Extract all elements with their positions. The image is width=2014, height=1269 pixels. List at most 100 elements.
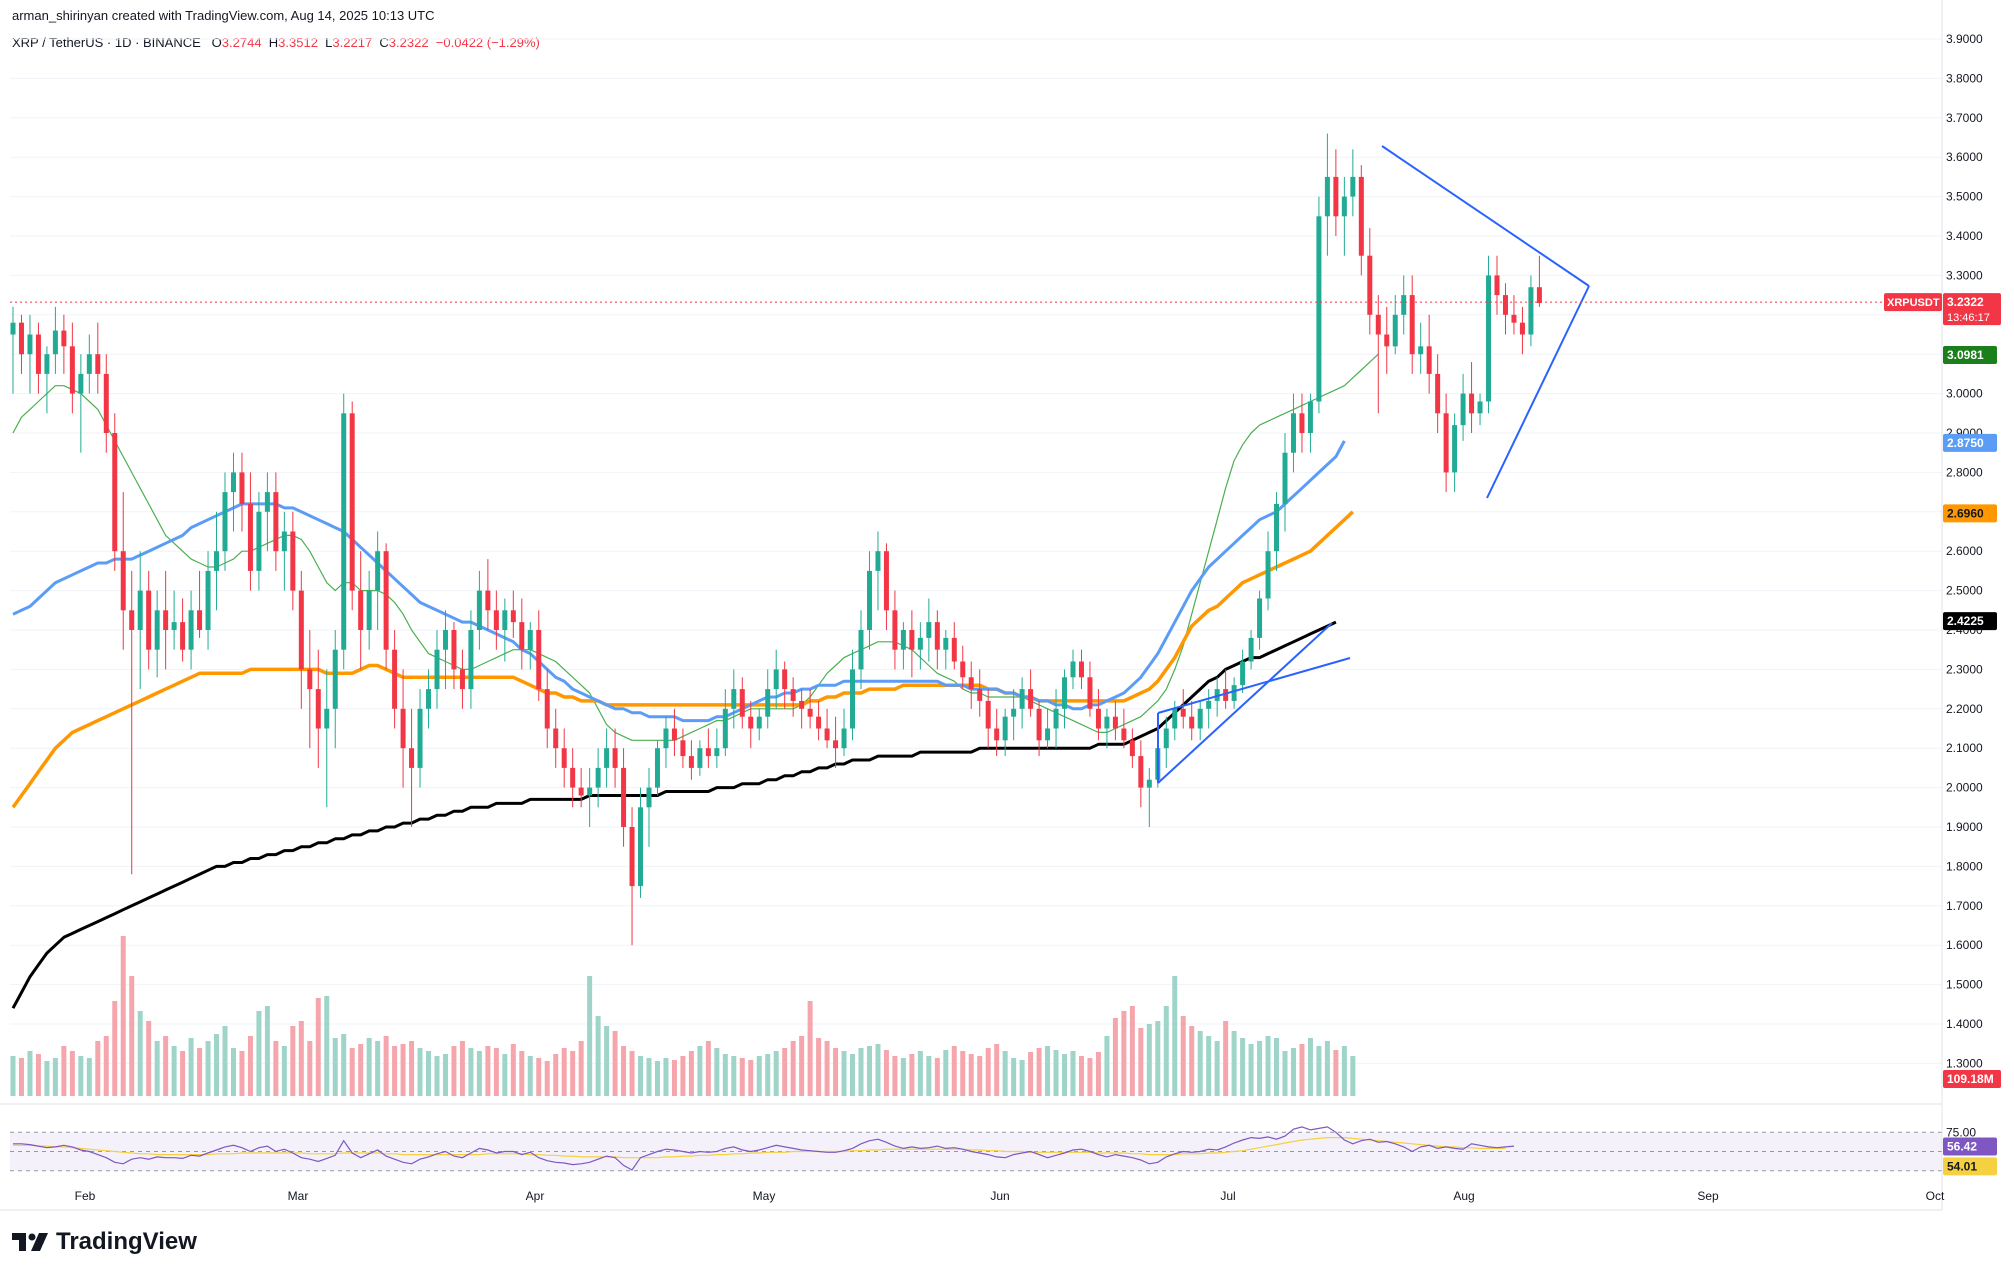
price-tick-label: 2.1000: [1946, 741, 1983, 755]
candle-body: [553, 728, 559, 749]
time-tick-label: Oct: [1926, 1189, 1945, 1203]
volume-bar: [833, 1048, 839, 1096]
time-tick-label: Aug: [1453, 1189, 1474, 1203]
rsi-ma-line: [13, 1137, 1506, 1159]
volume-bar: [1206, 1036, 1212, 1096]
price-tick-label: 3.5000: [1946, 190, 1983, 204]
candle-body: [383, 551, 389, 650]
ma100-badge-text: 2.6960: [1947, 506, 1984, 520]
ma20-badge-bg: [1943, 345, 1997, 364]
candle-body: [654, 748, 660, 788]
candle-body: [264, 492, 270, 512]
volume-bar: [773, 1051, 779, 1096]
candle-body: [1375, 314, 1381, 335]
candle-body: [1095, 708, 1101, 729]
volume-bar: [782, 1048, 788, 1096]
tradingview-logo-icon: [12, 1233, 48, 1251]
candle-body: [765, 689, 771, 717]
rsi-badge-bg: [1943, 1137, 1997, 1156]
candle-body: [1248, 637, 1254, 662]
candle-body: [69, 346, 75, 394]
candle-body: [1002, 716, 1008, 741]
volume-bar: [180, 1051, 186, 1096]
candle-body: [1299, 413, 1305, 433]
volume-bar: [926, 1056, 932, 1096]
open-label: O: [211, 35, 222, 50]
candle-body: [883, 551, 889, 611]
volume-bar: [392, 1046, 398, 1096]
volume-bar: [722, 1054, 728, 1096]
candle-body: [968, 677, 974, 690]
volume-bar: [239, 1051, 245, 1096]
candle-body: [1324, 176, 1330, 217]
candle-body: [1350, 176, 1356, 197]
candle-body: [502, 610, 508, 630]
moving-averages: [11, 353, 1379, 1009]
candle-body: [578, 787, 584, 796]
volume-bar: [434, 1056, 440, 1096]
volume-bar: [476, 1051, 482, 1096]
volume-bar: [909, 1054, 915, 1096]
candle-body: [1062, 677, 1068, 709]
last-price-text: 3.2322: [1947, 295, 1984, 309]
volume-bar: [163, 1036, 169, 1096]
published-caption: arman_shirinyan created with TradingView…: [12, 8, 435, 23]
volume-bar: [663, 1058, 669, 1096]
volume-bar: [256, 1011, 262, 1096]
candle-body: [315, 689, 321, 729]
rsi-badge: 56.42: [1943, 1137, 1997, 1156]
candle-body: [1443, 413, 1449, 473]
volume-bar: [1070, 1051, 1076, 1096]
time-tick-label: Feb: [75, 1189, 96, 1203]
price-tick-label: 3.4000: [1946, 229, 1983, 243]
volume-bar: [349, 1048, 355, 1096]
rsi-badge-text: 56.42: [1947, 1140, 1977, 1154]
candles[interactable]: [10, 133, 1542, 946]
price-tick-label: 2.2000: [1946, 702, 1983, 716]
candle-body: [892, 610, 898, 650]
candle-body: [1214, 689, 1220, 701]
candle-body: [994, 728, 1000, 741]
volume-bar: [214, 1034, 220, 1096]
volume-bar: [587, 976, 593, 1096]
candle-body: [1536, 287, 1542, 303]
candle-body: [1316, 216, 1322, 402]
candle-body: [61, 330, 67, 347]
volume-bar: [688, 1051, 694, 1096]
candle-body: [1460, 393, 1466, 426]
volume-bar: [273, 1041, 279, 1096]
candle-body: [1452, 425, 1458, 473]
ma200-badge-text: 2.4225: [1947, 614, 1984, 628]
volume-bar: [968, 1054, 974, 1096]
price-tick-label: 2.6000: [1946, 544, 1983, 558]
price-tick-label: 3.8000: [1946, 71, 1983, 85]
candle-body: [1435, 373, 1441, 414]
candle-body: [247, 503, 253, 571]
candle-body: [1112, 716, 1118, 729]
price-tick-label: 2.0000: [1946, 781, 1983, 795]
volume-bar: [1155, 1021, 1161, 1096]
volume-bar: [1257, 1041, 1263, 1096]
volume-bar: [1104, 1036, 1110, 1096]
candle-body: [1087, 677, 1093, 709]
candle-body: [1307, 401, 1313, 433]
volume-bar: [731, 1056, 737, 1096]
volume-bar: [426, 1051, 432, 1096]
ma50-badge-text: 2.8750: [1947, 436, 1984, 450]
candle-body: [671, 728, 677, 741]
candle-body: [120, 551, 126, 611]
volume-bar: [154, 1041, 160, 1096]
candle-body: [756, 716, 762, 729]
candle-body: [298, 590, 304, 670]
candle-body: [680, 740, 686, 757]
candle-body: [1138, 756, 1144, 788]
volume-bar: [1316, 1046, 1322, 1096]
candle-body: [850, 669, 856, 729]
volume-bar: [1333, 1050, 1339, 1096]
axes: 3.9000 3.8000 3.7000 3.6000 3.5000 3.4000 3.30…: [0, 0, 1983, 1211]
volume-bar: [188, 1038, 194, 1096]
volume-bar: [1146, 1024, 1152, 1096]
volume-bar: [451, 1046, 457, 1096]
candle-body: [1486, 275, 1492, 402]
